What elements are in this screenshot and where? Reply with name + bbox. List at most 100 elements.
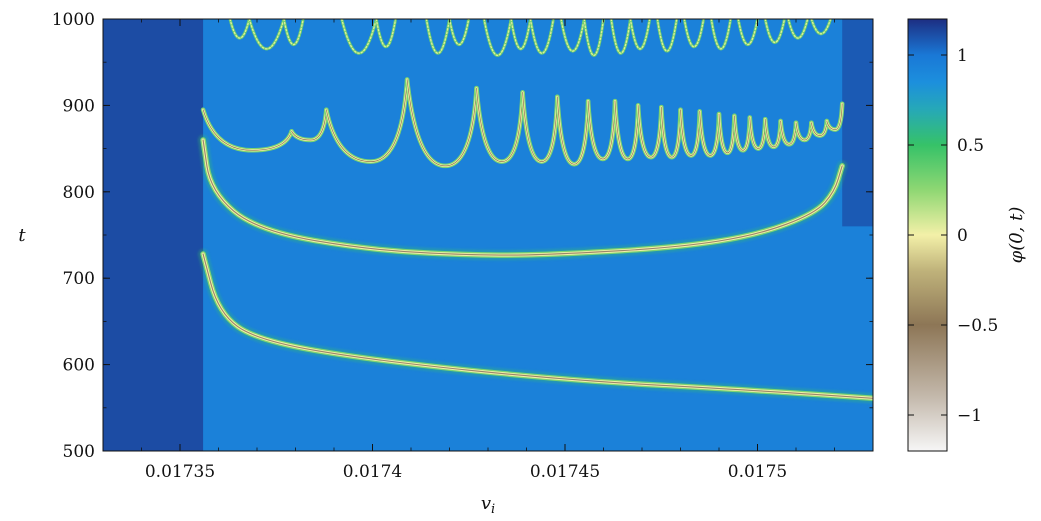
colorbar: 1 0.5 0 −0.5 −1 φ(0, t) <box>907 18 1027 452</box>
y-axis-title: t <box>18 225 26 246</box>
upper-arch-core <box>375 19 397 48</box>
arch-center <box>780 120 797 145</box>
upper-arch-17 <box>709 19 733 51</box>
x-axis-title-base: v <box>481 493 491 514</box>
x-axis: 0.01735 0.0174 0.01745 0.0175 <box>102 19 874 482</box>
upper-arch-core <box>764 19 786 43</box>
arch-center <box>587 100 616 160</box>
bounce-band-1 <box>198 249 873 404</box>
arch-8 <box>585 98 618 162</box>
upper-arch-13 <box>609 19 632 55</box>
arch-center <box>614 100 639 160</box>
arch-center <box>749 117 766 149</box>
arch-center <box>325 79 408 162</box>
upper-arch-12 <box>582 19 605 57</box>
arch-center <box>811 120 828 136</box>
arch-12 <box>678 107 702 158</box>
arch-3 <box>324 77 410 164</box>
arch-center <box>660 106 681 158</box>
upper-arch-4 <box>340 19 378 55</box>
arch-center <box>680 109 701 156</box>
colorbar-gradient <box>907 18 948 452</box>
upper-arch-core <box>341 19 377 54</box>
colorbar-tick-label: 0 <box>957 226 968 246</box>
colorbar-tick-label: −1 <box>957 406 982 426</box>
arch-center <box>637 105 662 158</box>
arch-center <box>764 118 781 148</box>
colorbar-tick-label: −0.5 <box>957 316 998 336</box>
arch-18 <box>778 118 799 147</box>
heatmap-marks <box>198 19 873 451</box>
y-tick-label: 500 <box>63 442 95 462</box>
y-tick-label: 1000 <box>52 10 95 30</box>
colorbar-tick-label: 0.5 <box>957 136 984 156</box>
plot-area <box>102 18 874 452</box>
bounce-band-2-center <box>202 139 843 256</box>
arch-center <box>291 109 327 141</box>
upper-arch-core <box>787 19 809 39</box>
arch-6 <box>520 90 560 164</box>
arch-center <box>718 113 735 154</box>
arch-center <box>795 122 812 141</box>
upper-arch-8 <box>482 19 513 57</box>
upper-arch-core <box>629 19 651 50</box>
arch-9 <box>612 98 641 162</box>
arch-center <box>476 87 523 162</box>
upper-arch-core <box>529 19 555 54</box>
upper-arch-5 <box>374 19 398 49</box>
upper-arch-19 <box>763 19 786 44</box>
arch-7 <box>555 94 591 167</box>
arch-center <box>826 103 843 130</box>
arch-1 <box>200 107 294 153</box>
upper-arch-core <box>810 19 832 35</box>
upper-arch-core <box>248 19 285 50</box>
arch-10 <box>635 103 664 160</box>
x-tick-label: 0.0174 <box>343 462 402 482</box>
upper-arch-16 <box>682 19 706 49</box>
y-tick-label: 800 <box>63 183 95 203</box>
bounce-band-1-center <box>202 253 873 399</box>
x-tick-label: 0.01735 <box>145 462 215 482</box>
upper-arch-20 <box>786 19 810 40</box>
upper-arch-core <box>425 19 451 54</box>
upper-arch-core <box>229 19 250 39</box>
upper-arch-6 <box>424 19 451 55</box>
arch-4 <box>404 77 479 169</box>
upper-arch-11 <box>559 19 586 53</box>
arch-13 <box>697 109 722 158</box>
upper-arch-7 <box>448 19 471 46</box>
arch-21 <box>824 101 845 132</box>
arch-20 <box>809 118 830 138</box>
upper-arch-core <box>483 19 512 56</box>
upper-arch-9 <box>509 19 532 51</box>
upper-arch-core <box>683 19 705 48</box>
x-axis-title-subscript: i <box>491 502 495 517</box>
arch-17 <box>762 116 783 150</box>
arch-center <box>556 96 589 165</box>
upper-arch-21 <box>809 19 833 36</box>
x-axis-title: vi <box>481 493 495 517</box>
arch-14 <box>716 111 737 156</box>
arch-center <box>202 109 292 151</box>
arch-center <box>522 92 558 162</box>
colorbar-title: φ(0, t) <box>1006 207 1027 264</box>
y-tick-label: 600 <box>63 356 95 376</box>
upper-arch-core <box>583 19 605 56</box>
upper-arch-core <box>448 19 470 45</box>
arch-center <box>699 111 720 156</box>
arch-11 <box>659 104 683 160</box>
upper-arch-core <box>737 19 759 45</box>
arch-15 <box>732 113 753 153</box>
colorbar-ticks: 1 0.5 0 −0.5 −1 <box>908 46 998 426</box>
bounce-band-2 <box>198 135 848 261</box>
y-tick-label: 700 <box>63 269 95 289</box>
upper-arch-core <box>656 19 678 52</box>
y-tick-label: 900 <box>63 96 95 116</box>
upper-arch-18 <box>736 19 759 46</box>
upper-arch-3 <box>282 19 305 46</box>
upper-arch-core <box>710 19 732 50</box>
upper-arch-core <box>510 19 532 50</box>
arch-center <box>734 115 751 151</box>
upper-arch-core <box>610 19 632 54</box>
arch-16 <box>747 115 768 151</box>
